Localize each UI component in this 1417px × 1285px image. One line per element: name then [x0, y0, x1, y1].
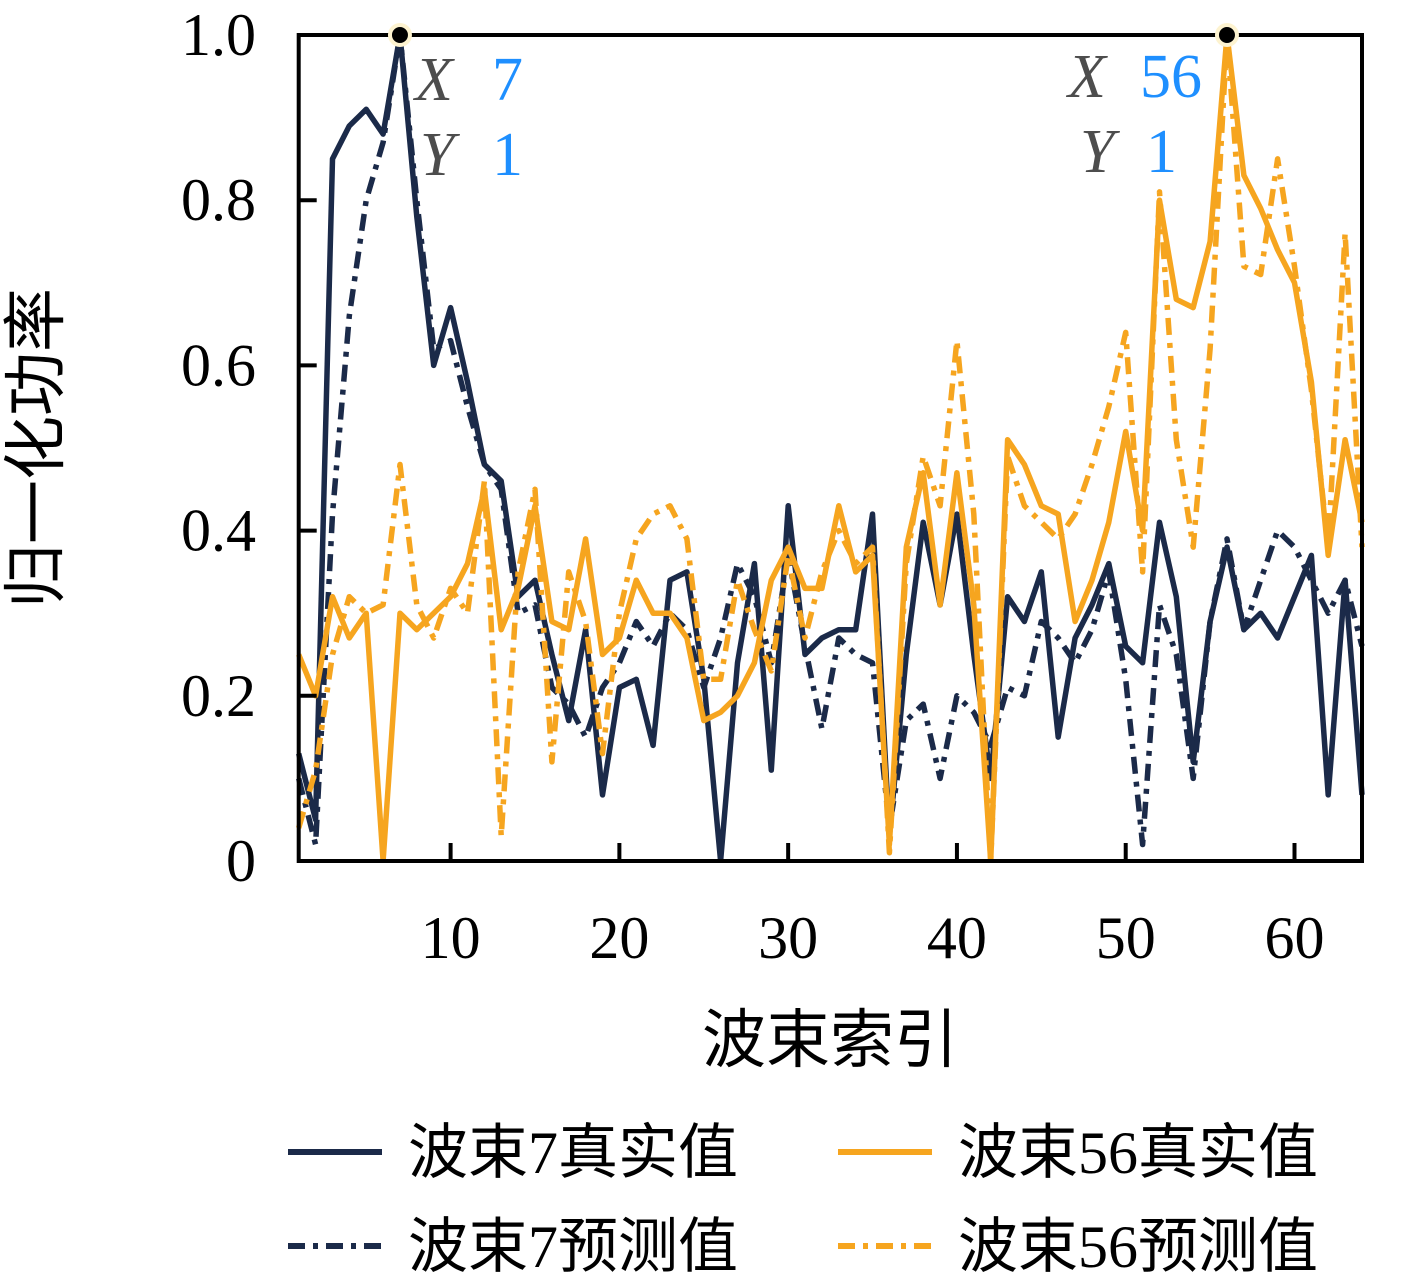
legend-item-beam56-true: 波束56真实值	[838, 1120, 1318, 1186]
y-tick-label: 0.8	[181, 167, 256, 233]
legend-item-beam7-true: 波束7真实值	[288, 1120, 738, 1186]
legend-label: 波束7真实值	[408, 1120, 738, 1186]
datatip-annotation-beam56: X 56 Y 1	[1065, 43, 1202, 186]
x-tick-label: 20	[589, 905, 649, 971]
y-tick-label: 0	[226, 828, 256, 894]
legend: 波束7真实值 波束7预测值 波束56真实值 波束56预测值	[288, 1120, 1318, 1280]
datatip-y-letter: Y	[1080, 118, 1120, 186]
x-tick-label: 30	[758, 905, 818, 971]
y-tick-label: 0.6	[181, 332, 256, 398]
legend-label: 波束7预测值	[408, 1214, 738, 1280]
datatip-markers	[387, 23, 1239, 47]
datatip-x-value: 7	[492, 46, 523, 114]
legend-label: 波束56预测值	[958, 1214, 1318, 1280]
datatip-marker[interactable]	[1214, 23, 1239, 47]
x-axis-label: 波束索引	[702, 1005, 958, 1076]
x-tick-label: 60	[1264, 905, 1324, 971]
x-tick-label: 50	[1096, 905, 1156, 971]
datatip-annotation-beam7: X 7 Y 1	[412, 46, 523, 189]
series-line-0	[296, 32, 1365, 861]
datatip-x-value: 56	[1140, 43, 1202, 111]
legend-label: 波束56真实值	[958, 1120, 1318, 1186]
legend-item-beam7-pred: 波束7预测值	[288, 1214, 738, 1280]
datatip-y-letter: Y	[420, 121, 460, 189]
x-tick-label: 40	[927, 905, 987, 971]
x-tick-label: 10	[421, 905, 481, 971]
plot-border	[296, 33, 1365, 863]
datatip-y-value: 1	[1146, 118, 1177, 186]
series-lines	[296, 32, 1365, 861]
y-tick-label: 0.2	[181, 663, 256, 729]
y-axis-label: 归一化功率	[1, 288, 72, 608]
datatip-x-letter: X	[412, 46, 455, 114]
datatip-y-value: 1	[492, 121, 523, 189]
axes-box-and-ticks: 10 20 30 40 50 60 0 0.2 0.4 0.6 0.8 1.0	[181, 2, 1365, 971]
datatip-marker[interactable]	[387, 23, 412, 47]
series-line-1	[296, 32, 1365, 848]
datatip-x-letter: X	[1065, 43, 1108, 111]
y-tick-label: 1.0	[181, 2, 256, 68]
y-tick-label: 0.4	[181, 498, 256, 564]
legend-item-beam56-pred: 波束56预测值	[838, 1214, 1318, 1280]
series-line-3	[296, 32, 1365, 861]
